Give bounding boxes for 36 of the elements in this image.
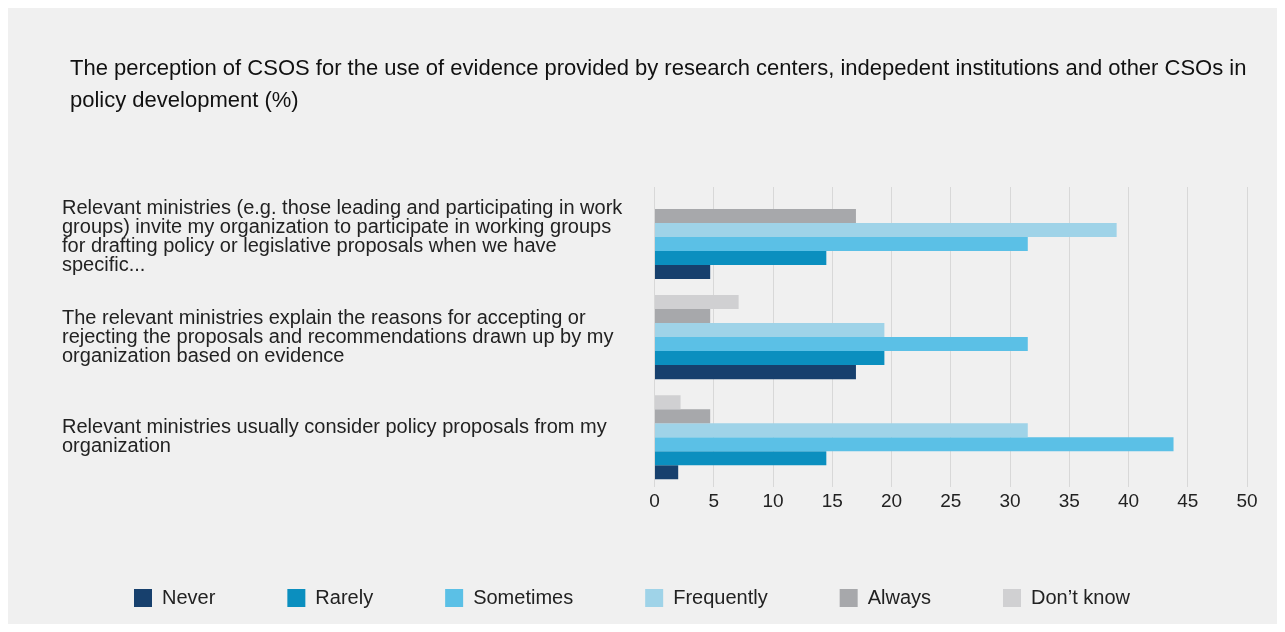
bar xyxy=(655,251,827,266)
bar xyxy=(655,337,1028,352)
y-tick-label: Relevant ministries (e.g. those leading and participating in work groups) invite my organization to participate in working groups for drafting policy or legislative proposals when we have specific... xyxy=(62,196,624,276)
x-tick-label: 20 xyxy=(880,489,903,511)
legend-label: Don’t know xyxy=(1031,585,1131,608)
bar xyxy=(655,237,1028,252)
x-tick-label: 30 xyxy=(999,489,1021,511)
x-tick-label: 50 xyxy=(1236,489,1258,511)
x-tick-label: 15 xyxy=(821,489,843,511)
legend-label: Rarely xyxy=(315,585,374,608)
bar xyxy=(655,323,885,338)
bar xyxy=(655,451,827,466)
y-tick-label: The relevant ministries explain the reasons for accepting or rejecting the proposals and recommendations drawn up by my organization based on evidence xyxy=(62,305,614,366)
legend-label: Frequently xyxy=(673,585,768,608)
bar xyxy=(655,223,1117,238)
y-tick-label: Relevant ministries usually consider policy proposals from my organization xyxy=(62,415,607,457)
bar xyxy=(655,437,1174,452)
bar xyxy=(655,465,679,480)
legend-label: Never xyxy=(162,585,216,608)
x-tick-label: 35 xyxy=(1058,489,1080,511)
chart-title: The perception of CSOS for the use of evidence provided by research centers, indepedent institutions and other CSOs in policy development (%) xyxy=(70,54,1248,114)
x-tick-label: 5 xyxy=(708,489,720,511)
bar xyxy=(655,351,885,366)
x-tick-label: 25 xyxy=(940,489,962,511)
bar xyxy=(655,265,711,280)
bar xyxy=(655,365,856,380)
bar xyxy=(655,409,711,424)
x-tick-label: 0 xyxy=(649,489,660,511)
bar xyxy=(655,309,711,324)
x-tick-label: 40 xyxy=(1117,489,1140,511)
legend-label: Always xyxy=(867,585,932,608)
x-tick-label: 45 xyxy=(1177,489,1199,511)
x-tick-label: 10 xyxy=(762,489,784,511)
bar xyxy=(655,423,1028,438)
legend-label: Sometimes xyxy=(473,585,574,608)
bar xyxy=(655,209,856,224)
